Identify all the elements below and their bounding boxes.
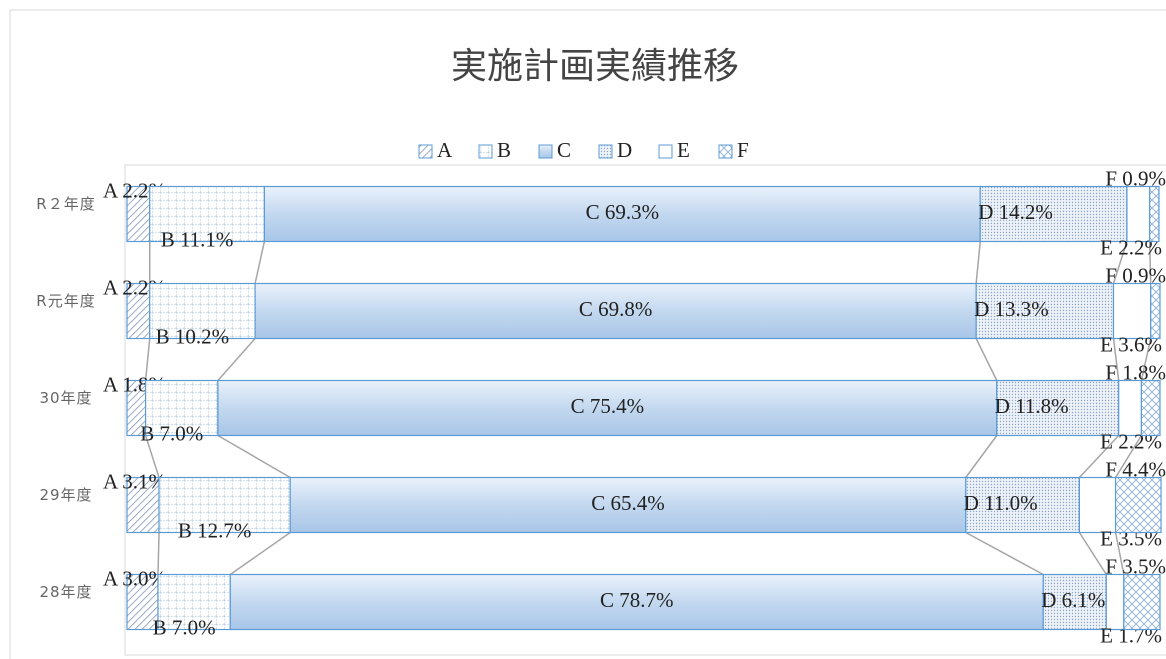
data-label: D 14.2% bbox=[978, 200, 1053, 224]
bar-segment bbox=[126, 573, 159, 631]
data-label: B 12.7% bbox=[178, 518, 252, 542]
legend-label: D bbox=[617, 138, 632, 162]
data-label: F 1.8% bbox=[1105, 360, 1166, 384]
bar-segment bbox=[126, 476, 160, 534]
data-label: D 11.0% bbox=[964, 491, 1038, 515]
legend-label: E bbox=[677, 138, 690, 162]
series-line bbox=[1140, 338, 1152, 381]
bar-segment bbox=[1118, 379, 1143, 437]
series-line bbox=[254, 241, 266, 284]
bar-segment bbox=[1140, 379, 1161, 437]
bar-segment bbox=[157, 573, 231, 631]
data-label: C 75.4% bbox=[571, 394, 645, 418]
legend-label: A bbox=[437, 138, 453, 162]
legend-swatch bbox=[418, 144, 433, 159]
bar-segment bbox=[1150, 282, 1161, 340]
series-line bbox=[965, 531, 1044, 576]
bar-segment bbox=[149, 282, 256, 340]
bar-segment bbox=[1042, 573, 1107, 631]
bar-segment bbox=[254, 282, 977, 340]
bar-segment bbox=[996, 379, 1120, 437]
series-line bbox=[144, 435, 160, 478]
category-label: 28年度 bbox=[39, 583, 93, 601]
series-line bbox=[144, 338, 151, 381]
series-line bbox=[1148, 241, 1152, 284]
data-label: C 69.3% bbox=[586, 200, 660, 224]
data-label: B 10.2% bbox=[156, 324, 230, 348]
series-line bbox=[1112, 241, 1128, 284]
bar-segment bbox=[158, 476, 291, 534]
legend-swatch bbox=[658, 144, 673, 159]
bar-segment bbox=[217, 379, 998, 437]
bar-segment bbox=[975, 282, 1115, 340]
series-line bbox=[1114, 532, 1125, 575]
series-line bbox=[975, 338, 998, 381]
bar-segment bbox=[1126, 185, 1151, 243]
data-label: B 7.0% bbox=[140, 421, 203, 445]
series-line bbox=[965, 435, 998, 478]
bar-segment bbox=[263, 185, 981, 243]
data-label: B 7.0% bbox=[153, 615, 216, 639]
data-label: F 4.4% bbox=[1105, 457, 1166, 481]
series-line bbox=[229, 531, 291, 576]
series-line bbox=[157, 532, 160, 575]
legend-swatch bbox=[598, 144, 613, 159]
data-label: F 0.9% bbox=[1105, 166, 1166, 190]
category-label: R２年度 bbox=[36, 195, 96, 213]
chart-title: 実施計画実績推移 bbox=[451, 46, 739, 87]
series-line bbox=[1078, 434, 1120, 479]
category-label: 30年度 bbox=[39, 389, 93, 407]
category-label: 29年度 bbox=[39, 486, 93, 504]
bar-segment bbox=[289, 476, 967, 534]
data-label: B 11.1% bbox=[161, 227, 234, 251]
series-line bbox=[1112, 338, 1120, 381]
bar-segment bbox=[1105, 573, 1125, 631]
series-line bbox=[217, 434, 291, 479]
legend-swatch bbox=[478, 144, 493, 159]
data-label: D 11.8% bbox=[995, 394, 1069, 418]
legend-label: F bbox=[737, 138, 749, 162]
data-label: F 3.5% bbox=[1105, 554, 1166, 578]
chart-frame bbox=[9, 9, 1166, 659]
bar-segment bbox=[144, 379, 219, 437]
bar-segment bbox=[1123, 573, 1161, 631]
legend-swatch bbox=[538, 144, 553, 159]
bar-segment bbox=[979, 185, 1128, 243]
series-line bbox=[1114, 435, 1143, 478]
bar-segment bbox=[149, 185, 265, 243]
data-label: C 78.7% bbox=[600, 588, 674, 612]
bar-segment bbox=[965, 476, 1081, 534]
data-label: A 3.0% bbox=[103, 566, 166, 590]
bar-segment bbox=[1114, 476, 1162, 534]
data-label: D 13.3% bbox=[974, 297, 1049, 321]
legend-label: B bbox=[497, 138, 511, 162]
data-label: C 69.8% bbox=[579, 297, 653, 321]
series-line bbox=[1078, 532, 1107, 575]
plot-frame bbox=[124, 164, 1166, 656]
category-label: R元年度 bbox=[36, 292, 96, 310]
data-label: A 3.1% bbox=[103, 469, 166, 493]
data-label: F 0.9% bbox=[1105, 263, 1166, 287]
data-label: D 6.1% bbox=[1041, 588, 1105, 612]
series-line bbox=[217, 338, 256, 381]
bar-segment bbox=[229, 573, 1044, 631]
data-label: C 65.4% bbox=[591, 491, 665, 515]
bar-segment bbox=[1149, 185, 1160, 243]
bar-segment bbox=[1078, 476, 1117, 534]
bar-segment bbox=[1112, 282, 1152, 340]
legend-label: C bbox=[557, 138, 571, 162]
legend-swatch bbox=[718, 144, 733, 159]
series-line bbox=[975, 241, 982, 284]
